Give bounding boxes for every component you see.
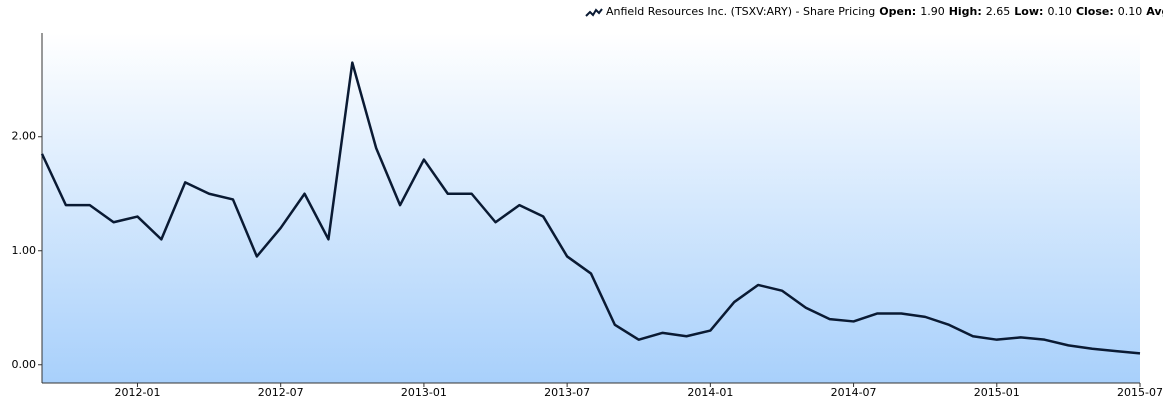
stat-value: 0.10 bbox=[1047, 5, 1072, 18]
stat-value: 1.90 bbox=[920, 5, 945, 18]
x-tick-label: 2012-07 bbox=[258, 386, 304, 399]
x-tick-label: 2012-01 bbox=[114, 386, 160, 399]
plot-area bbox=[42, 33, 1140, 383]
x-tick-label: 2015-01 bbox=[974, 386, 1020, 399]
y-tick-label: 1.00 bbox=[12, 244, 37, 257]
price-line bbox=[40, 61, 1141, 355]
stat-value: 0.10 bbox=[1118, 5, 1143, 18]
stat-label: Avg: bbox=[1146, 5, 1163, 18]
chart-title: Anfield Resources Inc. (TSXV:ARY) - Shar… bbox=[606, 5, 1163, 18]
x-tick-label: 2013-01 bbox=[401, 386, 447, 399]
stat-label: Open: bbox=[879, 5, 916, 18]
x-tick-label: 2015-07 bbox=[1117, 386, 1163, 399]
x-tick-label: 2014-07 bbox=[831, 386, 877, 399]
y-tick-label: 0.00 bbox=[12, 358, 37, 371]
stat-label: Low: bbox=[1014, 5, 1043, 18]
stat-label: High: bbox=[949, 5, 982, 18]
stat-value: 2.65 bbox=[986, 5, 1011, 18]
legend-icon bbox=[585, 8, 603, 17]
y-tick-label: 2.00 bbox=[12, 130, 37, 143]
x-tick-label: 2014-01 bbox=[687, 386, 733, 399]
stat-label: Close: bbox=[1076, 5, 1114, 18]
title-text: Anfield Resources Inc. (TSXV:ARY) - Shar… bbox=[606, 5, 875, 18]
x-tick-label: 2013-07 bbox=[544, 386, 590, 399]
